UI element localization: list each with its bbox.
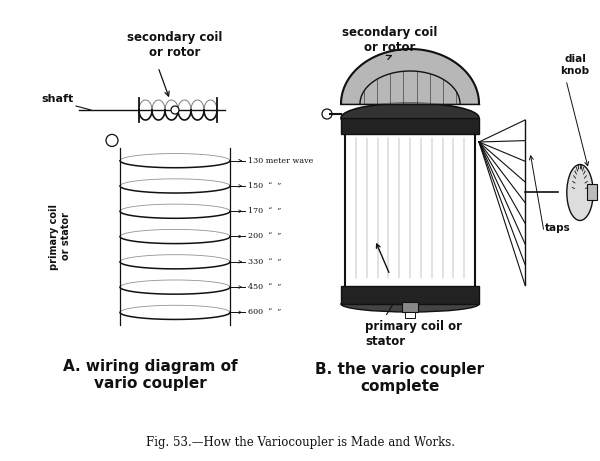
Text: 170  “  ”: 170 “ ”: [248, 207, 281, 215]
Ellipse shape: [341, 103, 479, 133]
Circle shape: [322, 109, 332, 119]
Bar: [405, 312, 415, 318]
Text: primary coil or
stator: primary coil or stator: [365, 320, 462, 348]
Text: primary coil
or stator: primary coil or stator: [49, 203, 71, 270]
Text: A. wiring diagram of
vario coupler: A. wiring diagram of vario coupler: [62, 359, 238, 391]
Polygon shape: [341, 49, 479, 104]
Text: 150  “  ”: 150 “ ”: [248, 182, 281, 190]
Text: dial
knob: dial knob: [560, 54, 590, 76]
Text: 200  “  ”: 200 “ ”: [248, 232, 281, 241]
Text: secondary coil
or rotor: secondary coil or rotor: [127, 31, 223, 59]
Bar: [341, 118, 479, 134]
Ellipse shape: [567, 165, 593, 220]
Text: 600  “  ”: 600 “ ”: [248, 308, 281, 316]
Circle shape: [106, 135, 118, 147]
Text: Fig. 53.—How the Variocoupler is Made and Works.: Fig. 53.—How the Variocoupler is Made an…: [146, 436, 455, 449]
Bar: [402, 302, 418, 312]
Text: B. the vario coupler
complete: B. the vario coupler complete: [316, 362, 485, 394]
Bar: [587, 184, 596, 201]
Text: 330  “  ”: 330 “ ”: [248, 258, 281, 266]
Text: shaft: shaft: [42, 94, 74, 104]
Text: secondary coil
or rotor: secondary coil or rotor: [343, 26, 437, 54]
Text: 450  “  ”: 450 “ ”: [248, 283, 281, 291]
Bar: [341, 286, 479, 304]
Text: 130 meter wave: 130 meter wave: [248, 157, 313, 165]
Circle shape: [171, 106, 179, 114]
Text: taps: taps: [545, 223, 571, 233]
Ellipse shape: [341, 296, 479, 312]
